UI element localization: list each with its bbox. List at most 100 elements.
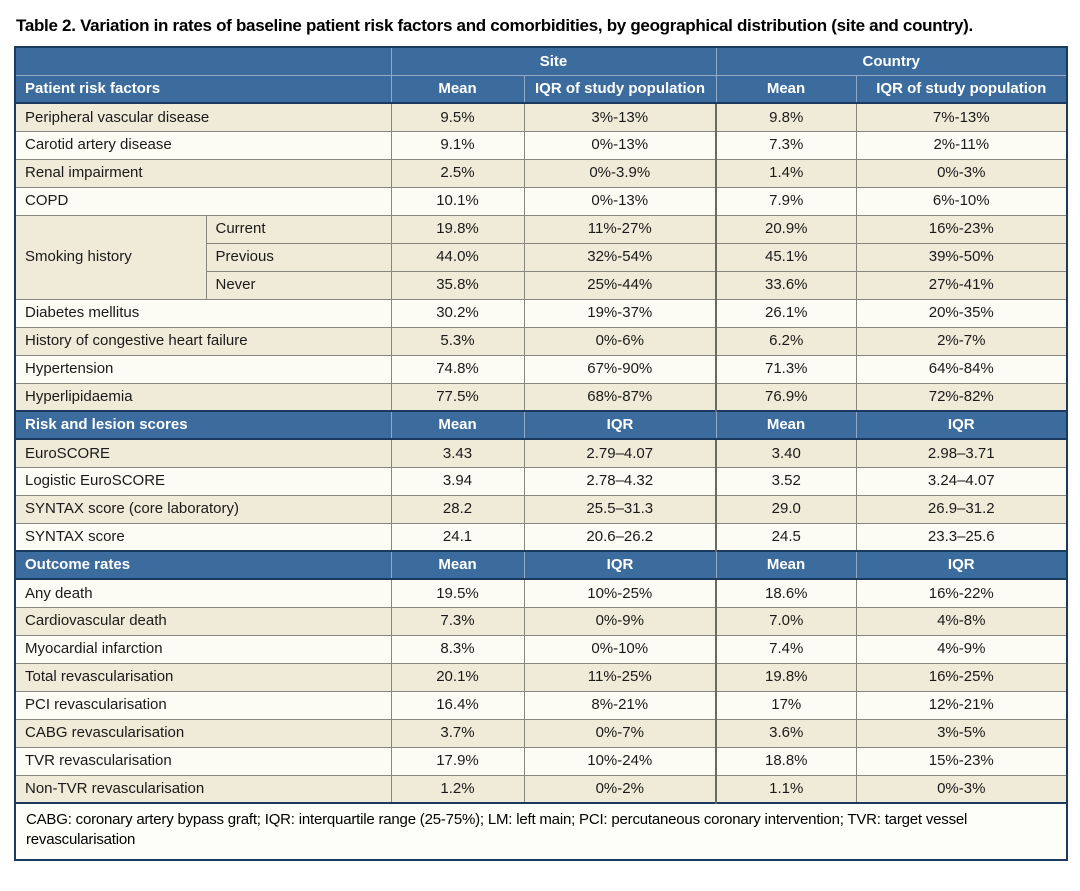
table-row: CABG revascularisation 3.7% 0%-7% 3.6% 3%-5% (14, 718, 1068, 748)
country-mean-cell: 1.4% (715, 158, 857, 188)
table-foot: CABG: coronary artery bypass graft; IQR:… (14, 802, 1068, 860)
table-row: Carotid artery disease 9.1% 0%-13% 7.3% 2%-1… (14, 130, 1068, 160)
table-row: Logistic EuroSCORE 3.94 2.78–4.32 3.52 3.24–… (14, 466, 1068, 496)
country-mean-cell: 9.8% (715, 102, 857, 132)
country-group-header: Country (715, 46, 1068, 76)
country-iqr-cell: 4%-9% (855, 634, 1068, 664)
country-iqr-cell: 27%-41% (855, 270, 1068, 300)
column-header: Mean (715, 550, 857, 580)
country-iqr-cell: 16%-23% (855, 214, 1068, 244)
country-mean-cell: 71.3% (715, 354, 857, 384)
section-title: Outcome rates (14, 550, 392, 580)
section-title: Risk and lesion scores (14, 410, 392, 440)
row-label: Non-TVR revascularisation (14, 774, 392, 804)
country-mean-cell: 26.1% (715, 298, 857, 328)
table-row: PCI revascularisation 16.4% 8%-21% 17% 12%-2… (14, 690, 1068, 720)
column-header: Mean (390, 410, 525, 440)
site-mean-cell: 77.5% (390, 382, 525, 412)
table-row: Hyperlipidaemia 77.5% 68%-87% 76.9% 72%-82% (14, 382, 1068, 412)
table-row: EuroSCORE 3.43 2.79–4.07 3.40 2.98–3.71 (14, 438, 1068, 468)
country-iqr-cell: 15%-23% (855, 746, 1068, 776)
site-mean-cell: 2.5% (390, 158, 525, 188)
site-mean-cell: 3.94 (390, 466, 525, 496)
site-mean-cell: 3.7% (390, 718, 525, 748)
site-mean-cell: 44.0% (390, 242, 525, 272)
country-mean-cell: 6.2% (715, 326, 857, 356)
row-label: Carotid artery disease (14, 130, 392, 160)
site-mean-cell: 3.43 (390, 438, 525, 468)
column-header: IQR of study population (523, 74, 717, 104)
section-header-row: Patient risk factors Mean IQR of study pop… (14, 74, 1068, 104)
table-row: TVR revascularisation 17.9% 10%-24% 18.8% 15… (14, 746, 1068, 776)
site-iqr-cell: 0%-7% (523, 718, 718, 748)
table-body: Patient risk factors Mean IQR of study pop… (14, 74, 1068, 804)
table-row: Cardiovascular death 7.3% 0%-9% 7.0% 4%-8% (14, 606, 1068, 636)
country-iqr-cell: 20%-35% (855, 298, 1068, 328)
country-iqr-cell: 2%-7% (855, 326, 1068, 356)
country-iqr-cell: 3.24–4.07 (855, 466, 1068, 496)
table-row: Peripheral vascular disease 9.5% 3%-13% 9.8… (14, 102, 1068, 132)
footnote-row: CABG: coronary artery bypass graft; IQR:… (14, 802, 1068, 860)
country-iqr-cell: 0%-3% (855, 158, 1068, 188)
table-row: History of congestive heart failure 5.3% 0… (14, 326, 1068, 356)
country-iqr-cell: 2.98–3.71 (855, 438, 1068, 468)
country-iqr-cell: 72%-82% (855, 382, 1068, 412)
row-label: Diabetes mellitus (14, 298, 392, 328)
section-header-row: Outcome rates Mean IQR Mean IQR (14, 550, 1068, 580)
country-mean-cell: 7.0% (715, 606, 857, 636)
country-mean-cell: 33.6% (715, 270, 857, 300)
site-iqr-cell: 0%-10% (523, 634, 718, 664)
risk-factors-table: Site Country Patient risk factors Mean IQR… (14, 46, 1069, 861)
row-label: Hyperlipidaemia (14, 382, 392, 412)
row-label: Hypertension (14, 354, 392, 384)
site-mean-cell: 9.1% (390, 130, 525, 160)
site-mean-cell: 1.2% (390, 774, 525, 804)
section-title: Patient risk factors (14, 74, 392, 104)
country-iqr-cell: 7%-13% (855, 102, 1068, 132)
site-iqr-cell: 8%-21% (523, 690, 718, 720)
country-iqr-cell: 16%-25% (855, 662, 1068, 692)
site-iqr-cell: 0%-6% (523, 326, 718, 356)
column-header: IQR (855, 550, 1068, 580)
site-iqr-cell: 0%-2% (523, 774, 718, 804)
column-header: Mean (390, 74, 525, 104)
site-iqr-cell: 10%-24% (523, 746, 718, 776)
site-mean-cell: 9.5% (390, 102, 525, 132)
country-mean-cell: 18.8% (715, 746, 857, 776)
country-mean-cell: 20.9% (715, 214, 857, 244)
site-mean-cell: 30.2% (390, 298, 525, 328)
country-iqr-cell: 16%-22% (855, 578, 1068, 608)
country-iqr-cell: 26.9–31.2 (855, 494, 1068, 524)
group-header-row: Site Country (14, 46, 1068, 76)
site-iqr-cell: 32%-54% (523, 242, 718, 272)
row-label: Smoking history (14, 214, 207, 300)
row-label: CABG revascularisation (14, 718, 392, 748)
row-label: COPD (14, 186, 392, 216)
country-iqr-cell: 12%-21% (855, 690, 1068, 720)
row-label: History of congestive heart failure (14, 326, 392, 356)
country-mean-cell: 17% (715, 690, 857, 720)
table-row: Smoking history Current 19.8% 11%-27% 20.9% 1… (14, 214, 1068, 300)
row-label: SYNTAX score (14, 522, 392, 552)
site-mean-cell: 16.4% (390, 690, 525, 720)
table-row: Total revascularisation 20.1% 11%-25% 19.8%… (14, 662, 1068, 692)
row-label: Cardiovascular death (14, 606, 392, 636)
row-label: PCI revascularisation (14, 690, 392, 720)
row-sublabel: Previous (205, 242, 392, 272)
country-iqr-cell: 0%-3% (855, 774, 1068, 804)
site-iqr-cell: 11%-27% (523, 214, 718, 244)
column-header: IQR (523, 550, 717, 580)
site-iqr-cell: 2.79–4.07 (523, 438, 718, 468)
site-mean-cell: 28.2 (390, 494, 525, 524)
country-iqr-cell: 64%-84% (855, 354, 1068, 384)
site-group-header: Site (390, 46, 717, 76)
site-iqr-cell: 20.6–26.2 (523, 522, 718, 552)
table-row: Diabetes mellitus 30.2% 19%-37% 26.1% 20%-35… (14, 298, 1068, 328)
country-mean-cell: 19.8% (715, 662, 857, 692)
country-iqr-cell: 2%-11% (855, 130, 1068, 160)
site-iqr-cell: 0%-9% (523, 606, 718, 636)
table-row: SYNTAX score (core laboratory) 28.2 25.5–3… (14, 494, 1068, 524)
site-mean-cell: 20.1% (390, 662, 525, 692)
country-iqr-cell: 4%-8% (855, 606, 1068, 636)
